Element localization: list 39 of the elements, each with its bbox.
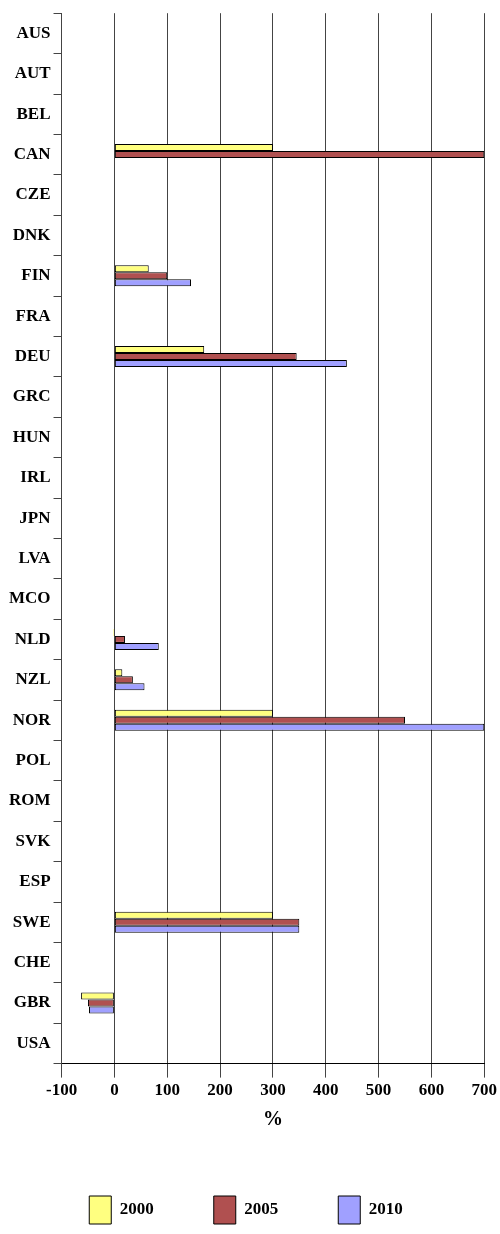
y-tick-label: POL [15,749,51,769]
y-tick-label: GBR [13,992,52,1012]
x-tick-label: 100 [154,1080,180,1100]
y-tick-label: MCO [9,588,51,608]
y-tick-label: FIN [21,265,52,285]
x-tick-label: 500 [365,1080,392,1100]
y-tick-label: LVA [18,547,52,567]
x-tick-label: -100 [45,1080,78,1100]
y-tick-label: AUS [16,22,51,42]
y-tick-label: DEU [14,345,51,365]
y-tick-label: DNK [12,224,52,244]
y-tick-label: IRL [20,467,51,487]
x-tick-label: 300 [260,1080,286,1100]
y-tick-label: ROM [9,790,51,810]
x-tick-label: 0 [110,1080,119,1100]
y-tick-label: BEL [16,103,51,123]
y-tick-label: JPN [19,507,52,527]
y-tick-label: NZL [15,669,51,689]
y-tick-label: NOR [12,709,52,729]
x-axis-title: % [262,1107,283,1130]
legend-label: 2005 [244,1199,279,1219]
y-tick-label: CZE [15,184,51,204]
y-tick-label: FRA [15,305,52,325]
x-tick-label: 200 [207,1080,233,1100]
legend-label: 2010 [368,1199,403,1219]
y-tick-label: HUN [12,426,52,446]
x-tick-label: 600 [418,1080,445,1100]
y-tick-label: CAN [13,143,52,163]
y-tick-label: SWE [12,911,51,931]
x-tick-label: 700 [471,1080,497,1100]
y-tick-label: NLD [14,628,51,648]
y-tick-label: GRC [12,386,51,406]
legend-label: 2000 [119,1199,154,1219]
y-tick-label: AUT [14,63,52,83]
x-tick-label: 400 [312,1080,339,1100]
y-tick-label: ESP [19,871,51,891]
y-tick-label: CHE [13,951,51,971]
y-tick-label: USA [16,1032,52,1052]
y-tick-label: SVK [15,830,52,850]
